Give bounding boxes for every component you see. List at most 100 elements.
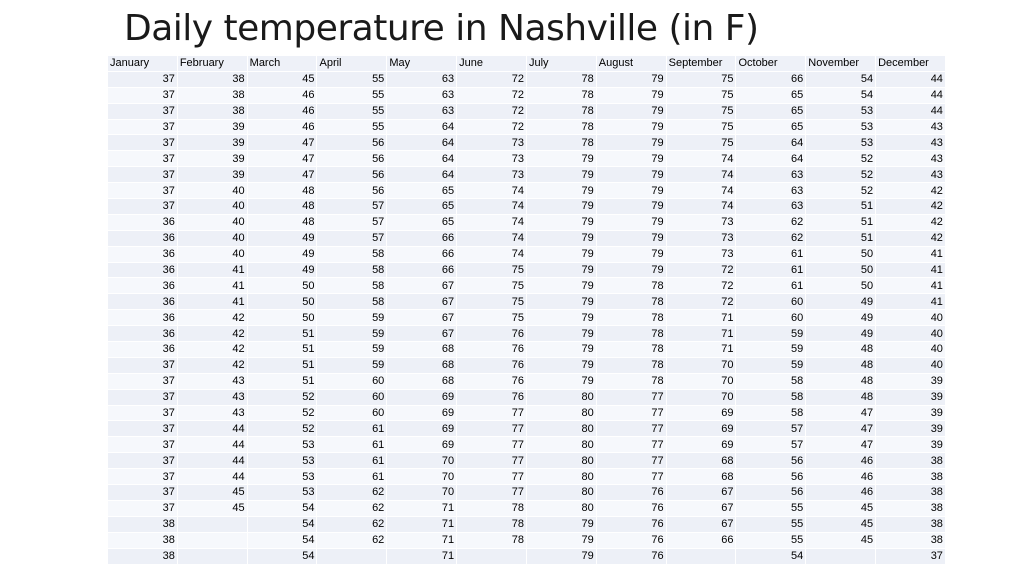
- table-cell: 57: [316, 198, 388, 215]
- table-row: 37 40 48 57 65 74 79 79 74 63 51 42: [107, 198, 945, 215]
- table-cell: 41: [875, 277, 945, 295]
- table-cell: 38: [875, 452, 945, 470]
- table-cell: 52: [246, 420, 318, 438]
- table-cell: 43: [875, 150, 945, 168]
- table-cell: 60: [735, 309, 807, 327]
- table-cell: 54: [805, 86, 877, 104]
- table-cell: 79: [525, 198, 597, 215]
- table-row: 37 44 52 61 69 77 80 77 69 57 47 39: [107, 420, 945, 438]
- table-cell: 75: [665, 70, 737, 88]
- table-cell: 71: [386, 515, 458, 533]
- table-cell: 37: [107, 102, 178, 120]
- table-cell: [316, 547, 388, 565]
- table-cell: 76: [595, 531, 667, 549]
- table-cell: 78: [595, 309, 667, 327]
- table-cell: 69: [665, 404, 737, 422]
- table-cell: 37: [107, 150, 178, 168]
- table-cell: 48: [805, 388, 877, 406]
- table-cell: 65: [735, 118, 807, 136]
- table-cell: 60: [735, 293, 807, 311]
- table-cell: 37: [107, 436, 178, 454]
- table-cell: 78: [595, 293, 667, 311]
- table-cell: 61: [316, 436, 388, 454]
- table-cell: 44: [875, 86, 945, 104]
- table-cell: 42: [875, 198, 945, 215]
- table-cell: 68: [665, 468, 737, 486]
- table-cell: 42: [176, 356, 248, 374]
- table-cell: 79: [525, 182, 597, 200]
- table-cell: 62: [316, 499, 388, 517]
- table-cell: 45: [176, 484, 248, 501]
- table-cell: 38: [875, 515, 945, 533]
- table-cell: 66: [386, 261, 458, 279]
- table-cell: 44: [176, 420, 248, 438]
- table-cell: 36: [107, 325, 178, 343]
- table-cell: 78: [525, 86, 597, 104]
- table-cell: 36: [107, 245, 178, 263]
- table-cell: 61: [735, 261, 807, 279]
- table-cell: 79: [525, 229, 597, 247]
- table-cell: 73: [456, 150, 527, 168]
- table-cell: 67: [386, 309, 458, 327]
- table-cell: 80: [525, 436, 597, 454]
- table-cell: 69: [665, 436, 737, 454]
- table-cell: 71: [665, 309, 737, 327]
- table-cell: 75: [456, 277, 527, 295]
- table-cell: 59: [735, 356, 807, 374]
- table-cell: 70: [665, 372, 737, 390]
- table-cell: 79: [525, 372, 597, 390]
- table-cell: 75: [665, 86, 737, 104]
- table-cell: 67: [665, 484, 737, 501]
- table-cell: 41: [875, 293, 945, 311]
- table-cell: 57: [735, 420, 807, 438]
- table-row: 36 42 51 59 68 76 79 78 71 59 48 40: [107, 341, 945, 358]
- table-row: 38 54 71 79 76 54 37: [107, 547, 945, 565]
- table-cell: 57: [316, 229, 388, 247]
- table-cell: 79: [595, 70, 667, 88]
- table-cell: 42: [176, 325, 248, 343]
- table-cell: 38: [107, 515, 178, 533]
- table-cell: 51: [246, 325, 318, 343]
- table-cell: 41: [176, 293, 248, 311]
- table-cell: 38: [875, 484, 945, 501]
- table-cell: 59: [316, 309, 388, 327]
- table-cell: 70: [386, 468, 458, 486]
- table-row: 37 38 45 55 63 72 78 79 75 66 54 44: [107, 70, 945, 88]
- table-cell: 77: [456, 468, 527, 486]
- table-cell: 43: [176, 372, 248, 390]
- table-cell: 78: [595, 372, 667, 390]
- table-cell: 47: [805, 420, 877, 438]
- table-cell: 62: [316, 484, 388, 501]
- table-cell: 53: [246, 452, 318, 470]
- table-cell: 76: [595, 547, 667, 565]
- table-cell: [665, 547, 737, 565]
- table-cell: 57: [316, 213, 388, 231]
- table-cell: 79: [595, 261, 667, 279]
- table-cell: 74: [665, 150, 737, 168]
- table-cell: 71: [386, 547, 458, 565]
- table-row: 37 42 51 59 68 76 79 78 70 59 48 40: [107, 356, 945, 374]
- table-cell: 40: [176, 245, 248, 263]
- table-cell: 46: [805, 484, 877, 501]
- table-cell: 37: [107, 499, 178, 517]
- table-cell: 37: [107, 86, 178, 104]
- table-cell: 78: [595, 325, 667, 343]
- table-cell: 37: [107, 452, 178, 470]
- table-cell: 55: [316, 118, 388, 136]
- table-cell: 77: [595, 420, 667, 438]
- table-cell: 63: [735, 166, 807, 184]
- table-cell: 42: [875, 213, 945, 231]
- column-header-march: March: [246, 55, 318, 72]
- table-cell: 56: [316, 166, 388, 184]
- table-cell: 59: [316, 325, 388, 343]
- table-cell: 67: [386, 277, 458, 295]
- table-row: 37 39 47 56 64 73 79 79 74 64 52 43: [107, 150, 945, 168]
- table-cell: 79: [595, 150, 667, 168]
- table-cell: 37: [875, 547, 945, 565]
- table-cell: 49: [805, 325, 877, 343]
- table-cell: 49: [805, 309, 877, 327]
- table-cell: 52: [246, 404, 318, 422]
- table-cell: 62: [735, 213, 807, 231]
- table-cell: 51: [246, 356, 318, 374]
- table-cell: 65: [735, 86, 807, 104]
